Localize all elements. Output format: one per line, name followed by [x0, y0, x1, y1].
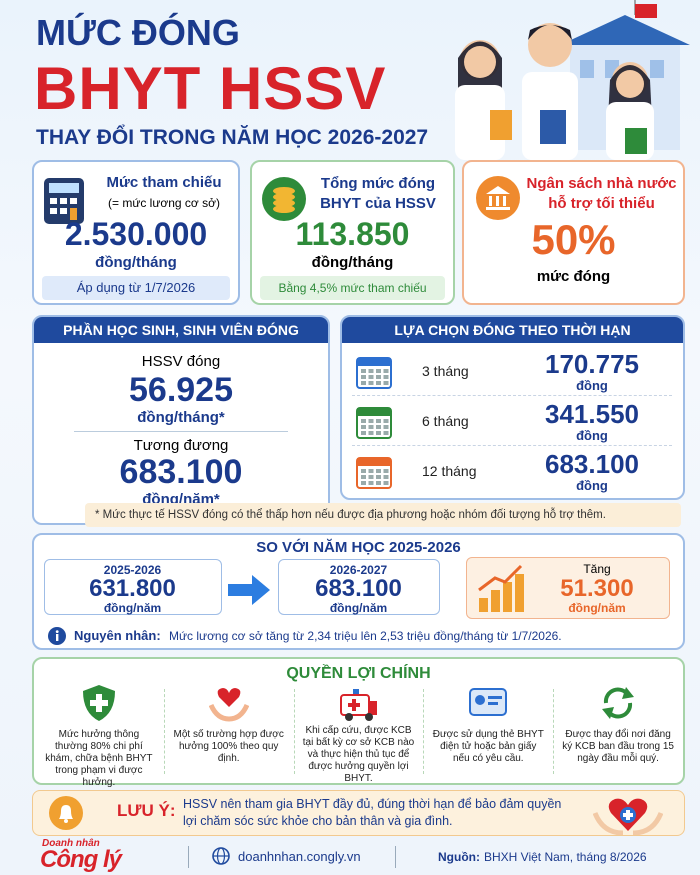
term-amount: 170.775	[545, 349, 639, 379]
label: Tăng	[583, 562, 611, 576]
monthly-unit: đồng/tháng*	[137, 409, 225, 426]
card-value: 113.850	[295, 216, 410, 252]
website: doanhnhan.congly.vn	[238, 849, 361, 864]
benefit-text: Khi cấp cứu, được KCB tại bất kỳ cơ sở K…	[302, 725, 415, 784]
panel-heading: LỰA CHỌN ĐÓNG THEO THỜI HẠN	[342, 317, 683, 343]
calendar-icon	[356, 407, 392, 439]
total-card: Tổng mức đóng BHYT của HSSV 113.850 đồng…	[250, 160, 455, 305]
subtitle: THAY ĐỔI TRONG NĂM HỌC 2026-2027	[36, 126, 429, 149]
value: 631.800	[89, 575, 176, 602]
globe-icon	[212, 847, 230, 865]
bank-icon	[476, 176, 520, 220]
footnote: * Mức thực tế HSSV đóng có thể thấp hơn …	[85, 503, 681, 527]
benefit-icon	[208, 688, 249, 722]
increase-box: Tăng 51.300 đồng/năm	[466, 557, 670, 619]
card-footer: Bằng 4,5% mức tham chiếu	[260, 276, 445, 300]
reason-label: Nguyên nhân:	[74, 628, 161, 643]
care-icon	[593, 798, 663, 835]
coins-icon	[262, 177, 306, 221]
divider	[163, 689, 165, 774]
growth-icon	[478, 564, 524, 612]
budget-card: Ngân sách nhà nước hỗ trợ tối thiểu 50% …	[462, 160, 685, 305]
reason: Mức lương cơ sở tăng từ 2,34 triệu lên 2…	[169, 629, 562, 643]
year: 2026-2027	[329, 563, 388, 577]
card-unit: mức đóng	[536, 268, 611, 285]
separator	[395, 846, 396, 868]
comparison-heading: SO VỚI NĂM HỌC 2025-2026	[256, 539, 461, 556]
divider	[293, 689, 295, 774]
term-amount: 683.100	[545, 449, 639, 479]
card-footer: Áp dụng từ 1/7/2026	[42, 276, 230, 300]
benefit-icon	[82, 685, 115, 721]
monthly-label: HSSV đóng	[141, 353, 221, 370]
card-value: 2.530.000	[64, 216, 208, 252]
benefit-text: Một số trường hợp được hưởng 100% theo q…	[173, 729, 284, 764]
benefit-icon	[339, 689, 377, 721]
card-note: (= mức lương cơ sở)	[107, 196, 221, 210]
illustration	[455, 0, 690, 160]
card-title: Tổng mức đóng BHYT của HSSV	[320, 175, 436, 212]
term-unit: đồng	[576, 428, 608, 443]
term-period: 6 tháng	[422, 413, 469, 429]
unit: đồng/năm	[568, 601, 626, 615]
calculator-icon	[44, 178, 84, 224]
monthly-value: 56.925	[129, 371, 233, 409]
brand-top: Doanh nhân	[42, 838, 100, 849]
card-title: Ngân sách nhà nước hỗ trợ tối thiểu	[526, 175, 677, 212]
benefit-text: Được sử dụng thẻ BHYT điện tử hoặc bản g…	[432, 729, 544, 764]
title-line1: MỨC ĐÓNG	[36, 12, 240, 53]
notice-text: HSSV nên tham gia BHYT đầy đủ, đúng thời…	[183, 797, 562, 828]
benefit-text: Được thay đổi nơi đăng ký KCB ban đầu tr…	[562, 729, 674, 764]
value: 683.100	[315, 575, 402, 602]
source-label: Nguồn:	[438, 850, 480, 864]
reference-card: Mức tham chiếu (= mức lương cơ sở) 2.530…	[32, 160, 240, 305]
unit: đồng/năm	[103, 601, 162, 615]
term-unit: đồng	[576, 478, 608, 493]
separator	[188, 846, 189, 868]
card-unit: đồng/tháng	[95, 254, 177, 271]
notice: LƯU Ý: HSSV nên tham gia BHYT đầy đủ, đú…	[32, 790, 685, 836]
divider	[352, 445, 672, 446]
notice-label: LƯU Ý:	[117, 801, 176, 820]
after-box: 2026-2027 683.100 đồng/năm	[278, 559, 440, 615]
student-share-panel: PHẦN HỌC SINH, SINH VIÊN ĐÓNG HSSV đóng …	[32, 315, 330, 525]
calendar-icon	[356, 457, 392, 489]
before-box: 2025-2026 631.800 đồng/năm	[44, 559, 222, 615]
panel-heading: PHẦN HỌC SINH, SINH VIÊN ĐÓNG	[34, 317, 328, 343]
comparison-panel: SO VỚI NĂM HỌC 2025-2026 2025-2026 631.8…	[32, 533, 685, 650]
source: BHXH Việt Nam, tháng 8/2026	[484, 850, 647, 864]
benefit-icon	[602, 687, 635, 719]
calendar-icon	[356, 357, 392, 389]
divider	[553, 689, 555, 774]
value: 51.300	[560, 575, 634, 602]
term-period: 12 tháng	[422, 463, 477, 479]
year: 2025-2026	[103, 563, 162, 577]
title-line2: BHYT HSSV	[34, 55, 387, 122]
yearly-value: 683.100	[119, 453, 243, 491]
unit: đồng/năm	[329, 601, 388, 615]
bell-icon	[49, 796, 83, 830]
term-amount: 341.550	[545, 399, 639, 429]
card-value: 50%	[531, 216, 616, 263]
card-unit: đồng/tháng	[311, 254, 394, 271]
benefit-text: Mức hưởng thông thường 80% chi phí khám,…	[45, 729, 153, 788]
brand: Công lý	[40, 846, 122, 873]
arrow-icon	[228, 575, 270, 605]
term-unit: đồng	[576, 378, 608, 393]
info-icon	[48, 627, 66, 645]
divider	[423, 689, 425, 774]
term-period: 3 tháng	[422, 363, 469, 379]
benefits-heading: QUYỀN LỢI CHÍNH	[286, 665, 431, 682]
yearly-label: Tương đương	[133, 437, 229, 454]
benefit-icon	[469, 688, 508, 716]
benefits-panel: QUYỀN LỢI CHÍNH Mức hưởng thông thường 8…	[32, 657, 685, 788]
card-title: Mức tham chiếu	[106, 174, 222, 191]
divider	[74, 431, 288, 432]
divider	[352, 395, 672, 396]
terms-panel: LỰA CHỌN ĐÓNG THEO THỜI HẠN 3 tháng 170.7…	[340, 315, 685, 500]
